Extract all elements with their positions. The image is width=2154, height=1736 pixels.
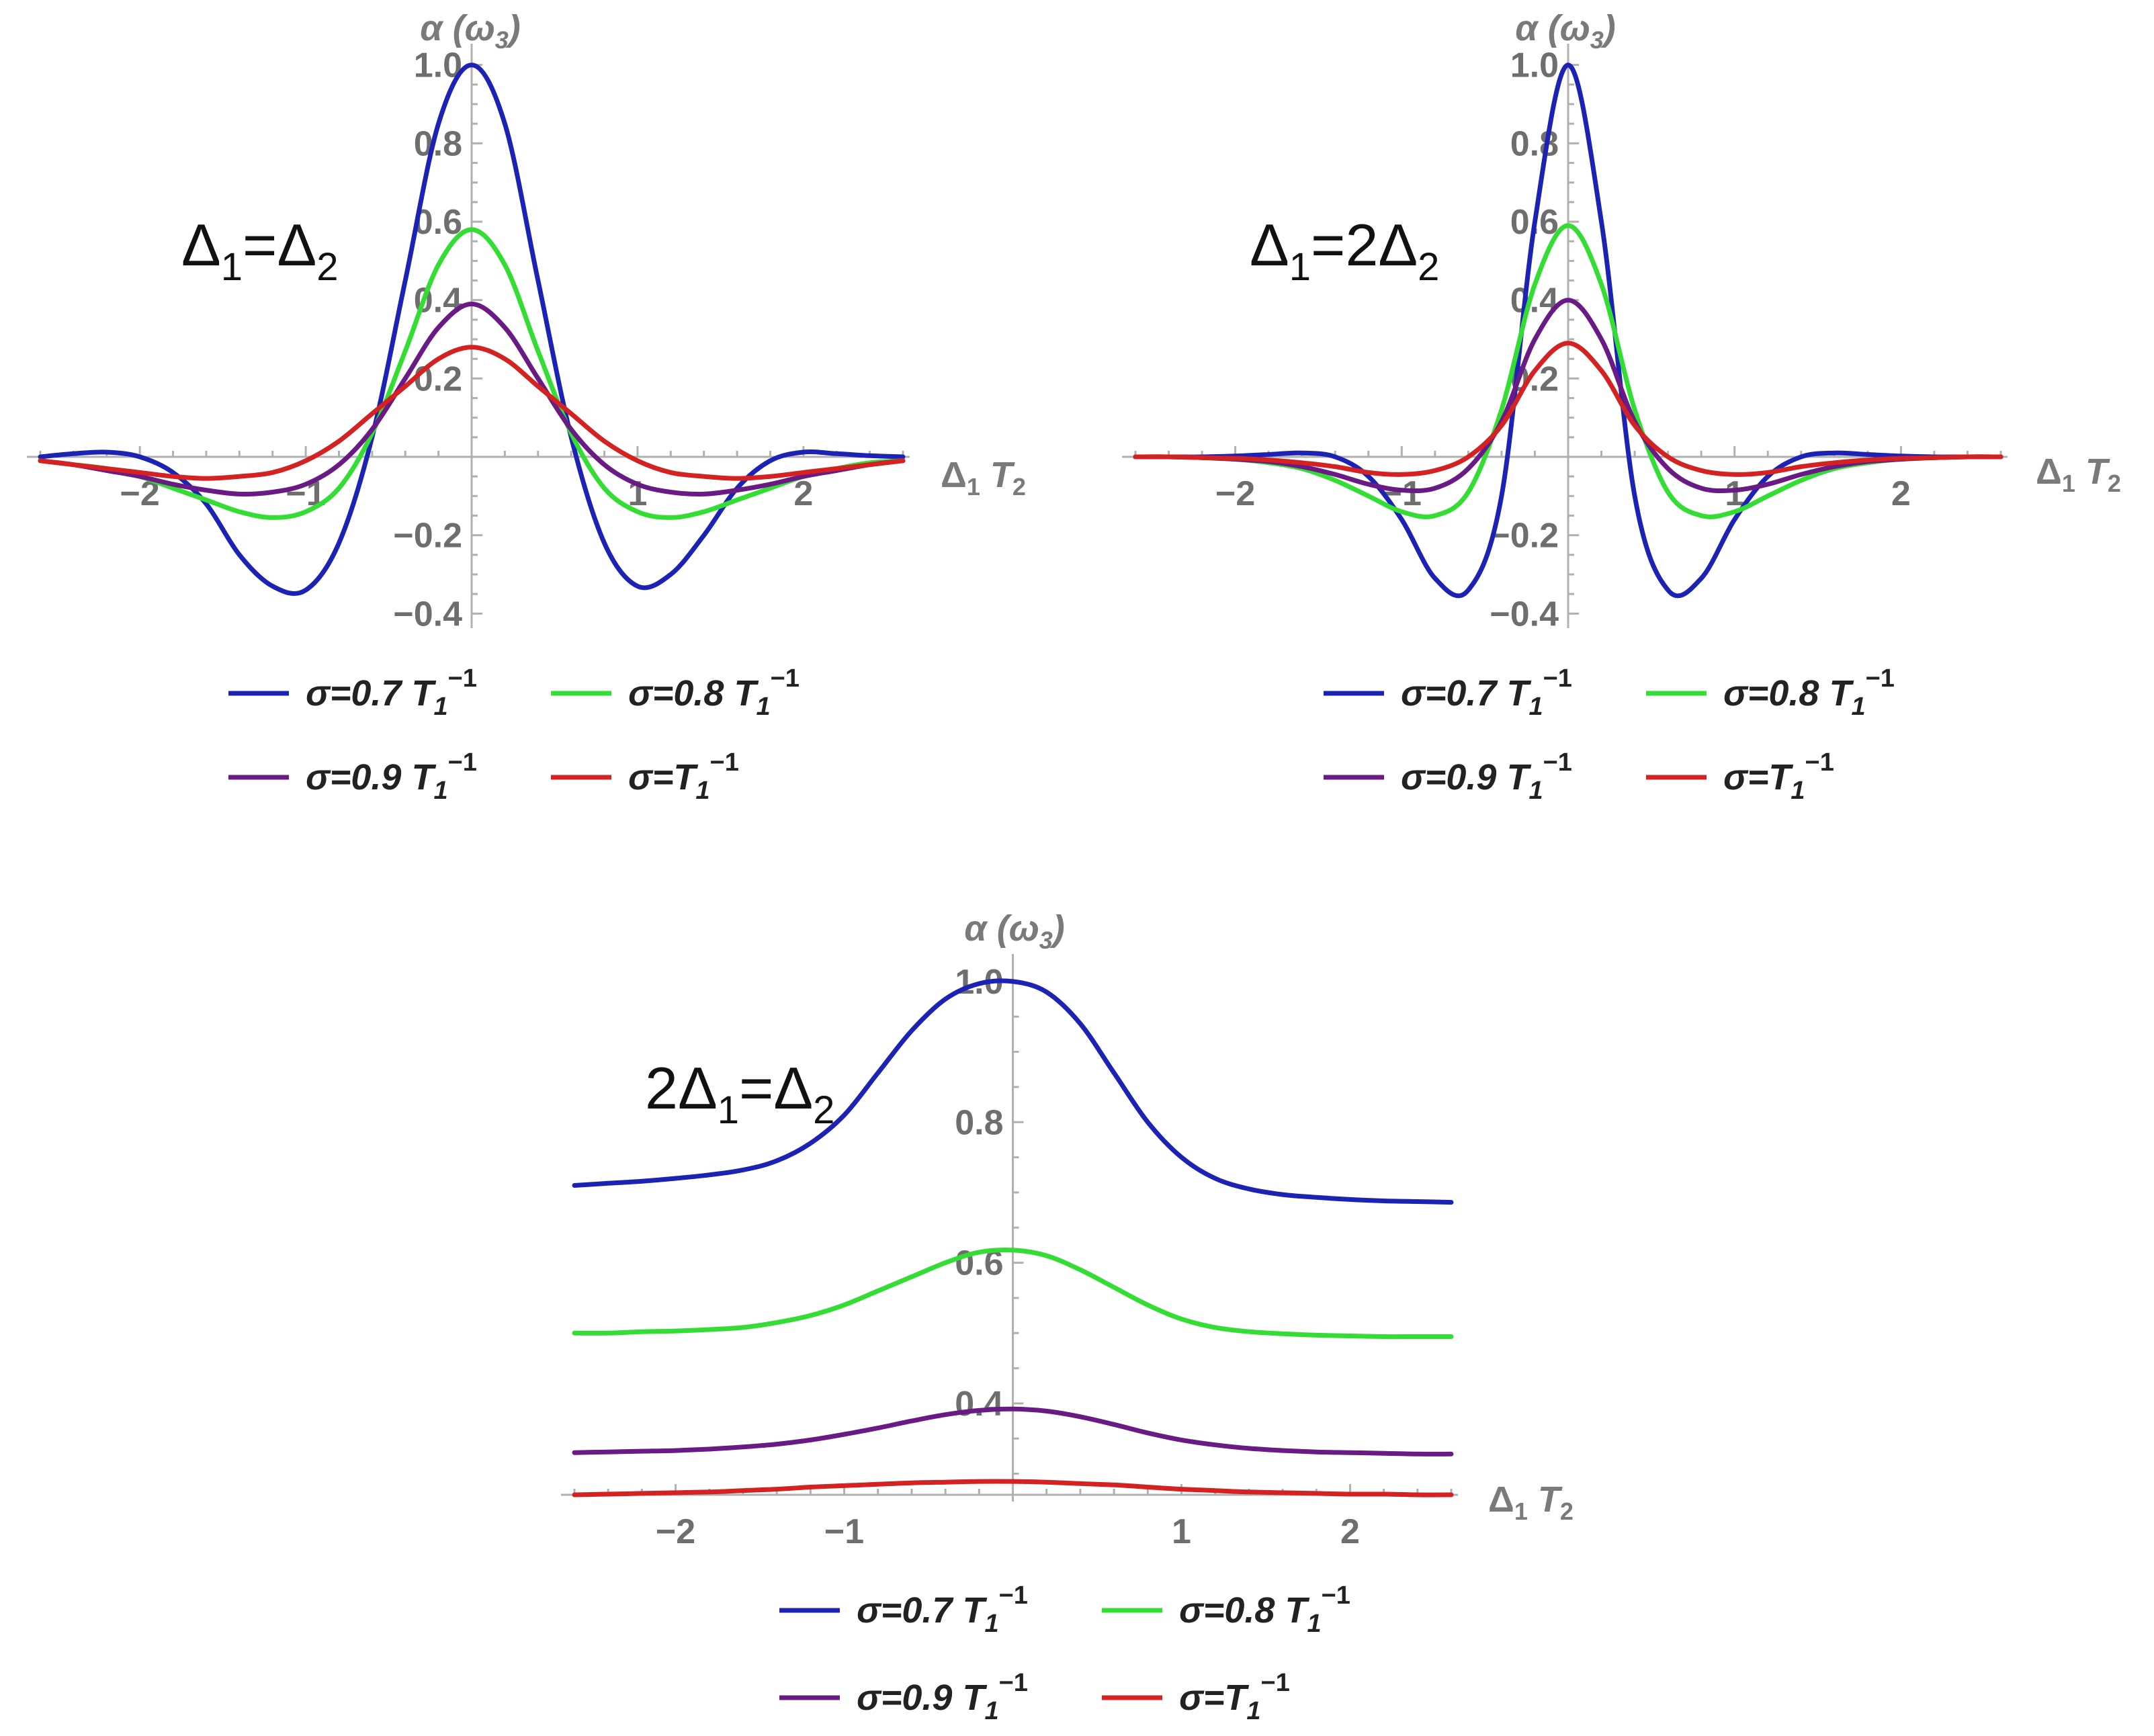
condition-label: Δ1=Δ2 — [181, 212, 338, 289]
y-tick-label: −0.4 — [393, 595, 462, 634]
x-tick-label: −1 — [824, 1512, 864, 1551]
legend-label: σ=0.7 T1−1 — [306, 664, 477, 721]
series-line-4 — [572, 1479, 1454, 1498]
legend-label: σ=0.8 T1−1 — [1179, 1581, 1350, 1638]
x-tick-label: 1 — [1172, 1512, 1191, 1551]
series-line-4 — [1133, 341, 2004, 477]
series-line-1 — [1133, 62, 2004, 599]
legend: σ=0.7 T1−1 σ=0.8 T1−1 σ=0.9 T1−1 σ=T1−1 — [228, 664, 800, 805]
series-line-3 — [572, 1406, 1454, 1457]
y-tick-label: 0.6 — [414, 203, 462, 242]
x-axis-label: Δ1 T2 — [941, 455, 1026, 501]
y-tick-label: −0.4 — [1490, 595, 1559, 634]
legend-label: σ=0.8 T1−1 — [628, 664, 800, 721]
x-tick-label: −2 — [1215, 474, 1255, 513]
legend-label: σ=0.7 T1−1 — [857, 1581, 1028, 1638]
chart-panel-3: −2 −1 1 20.40.60.81.0α (ω3)Δ1 T22Δ1=Δ2σ=0.7… — [561, 908, 1574, 1725]
condition-label: 2Δ1=Δ2 — [645, 1055, 834, 1132]
x-axis-label: Δ1 T2 — [1488, 1479, 1574, 1525]
series-line-4 — [38, 345, 906, 481]
y-axis-label: α (ω3) — [1515, 8, 1616, 54]
series-line-2 — [38, 227, 906, 520]
series-line-2 — [572, 1247, 1454, 1340]
y-axis-label: α (ω3) — [964, 908, 1065, 954]
y-tick-label: −0.2 — [1490, 517, 1559, 556]
y-axis-label: α (ω3) — [420, 8, 521, 54]
series-line-3 — [1133, 298, 2004, 494]
series-line-3 — [38, 302, 906, 497]
y-tick-label: 0.4 — [955, 1385, 1003, 1424]
legend-label: σ=0.8 T1−1 — [1723, 664, 1895, 721]
legend-label: σ=0.9 T1−1 — [306, 748, 477, 805]
x-tick-label: 2 — [1891, 474, 1911, 513]
chart-panel-1: −2 −1 1 2−0.4−0.20.20.40.60.81.0α (ω3)Δ1 T2… — [27, 8, 1026, 805]
y-tick-label: −0.2 — [393, 517, 462, 556]
x-axis-label: Δ1 T2 — [2036, 451, 2121, 497]
x-tick-label: 2 — [1340, 1512, 1360, 1551]
chart-panel-2: −2 −1 1 2−0.4−0.20.20.40.60.81.0α (ω3)Δ1 T2… — [1122, 8, 2121, 805]
legend-label: σ=T1−1 — [1723, 748, 1834, 805]
legend-label: σ=0.9 T1−1 — [1401, 748, 1572, 805]
legend-label: σ=T1−1 — [628, 748, 739, 805]
x-tick-label: −2 — [656, 1512, 695, 1551]
condition-label: Δ1=2Δ2 — [1250, 212, 1439, 289]
legend-label: σ=T1−1 — [1179, 1669, 1290, 1725]
series-line-1 — [38, 62, 906, 596]
legend: σ=0.7 T1−1 σ=0.8 T1−1 σ=0.9 T1−1 σ=T1−1 — [1324, 664, 1895, 805]
series-line-1 — [572, 978, 1454, 1205]
y-tick-label: 0.2 — [414, 359, 462, 398]
y-tick-label: 1.0 — [1510, 46, 1559, 85]
y-tick-label: 0.8 — [955, 1103, 1003, 1142]
legend: σ=0.7 T1−1 σ=0.8 T1−1 σ=0.9 T1−1 σ=T1−1 — [779, 1581, 1350, 1725]
legend-label: σ=0.9 T1−1 — [857, 1669, 1028, 1725]
legend-label: σ=0.7 T1−1 — [1401, 664, 1572, 721]
